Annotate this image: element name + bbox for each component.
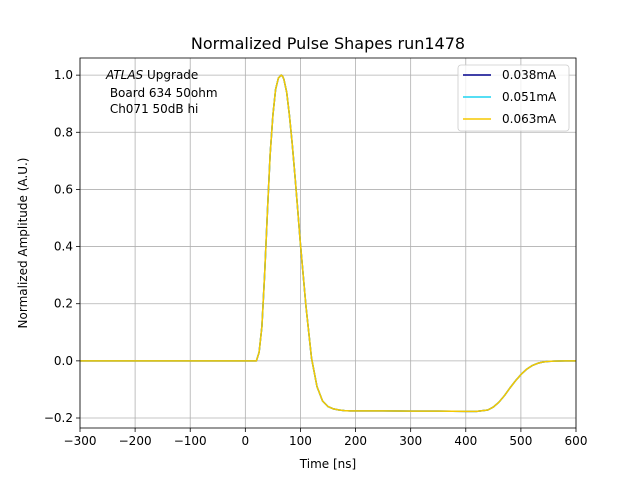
legend-entries: 0.038mA 0.051mA 0.063mA [463, 68, 557, 126]
annotation-line-1: ATLAS Upgrade [105, 68, 198, 82]
x-tick-label: 500 [509, 434, 532, 448]
x-tick-label: −100 [174, 434, 207, 448]
x-tick-label: 600 [565, 434, 588, 448]
x-tick-label: −300 [64, 434, 97, 448]
x-tick-label: 100 [289, 434, 312, 448]
x-axis-label: Time [ns] [299, 457, 356, 471]
annotation-box: ATLAS Upgrade Board 634 50ohm Ch071 50dB… [105, 68, 218, 116]
y-tick-label: −0.2 [44, 411, 73, 425]
annotation-line-3: Ch071 50dB hi [106, 102, 198, 116]
atlas-label: ATLAS [105, 68, 144, 82]
y-tick-label: 0.8 [54, 125, 73, 139]
y-tick-label: 0.6 [54, 182, 73, 196]
y-tick-label: 1.0 [54, 68, 73, 82]
legend-frame [457, 64, 570, 132]
y-axis-label: Normalized Amplitude (A.U.) [16, 158, 30, 329]
x-tick-label: −200 [119, 434, 152, 448]
x-tick-label: 0 [242, 434, 250, 448]
x-axis-ticks: −300 −200 −100 0 100 200 300 400 500 600 [64, 428, 588, 448]
axes-frame [79, 57, 577, 429]
y-tick-label: 0.0 [54, 354, 73, 368]
x-tick-label: 400 [454, 434, 477, 448]
legend-label: 0.051mA [502, 90, 557, 104]
y-axis-ticks: −0.2 0.0 0.2 0.4 0.6 0.8 1.0 [44, 68, 80, 425]
annotation-line-1-rest: Upgrade [143, 68, 198, 82]
series-line-0.063mA [80, 74, 576, 413]
legend-label: 0.038mA [502, 68, 557, 82]
chart-title: Normalized Pulse Shapes run1478 [191, 34, 465, 53]
legend: 0.038mA 0.051mA 0.063mA [457, 64, 570, 132]
annotation-line-2: Board 634 50ohm [106, 86, 218, 100]
y-tick-label: 0.4 [54, 240, 73, 254]
x-tick-label: 300 [399, 434, 422, 448]
x-tick-label: 200 [344, 434, 367, 448]
y-tick-label: 0.2 [54, 297, 73, 311]
series-lines [80, 74, 576, 413]
legend-label: 0.063mA [502, 112, 557, 126]
